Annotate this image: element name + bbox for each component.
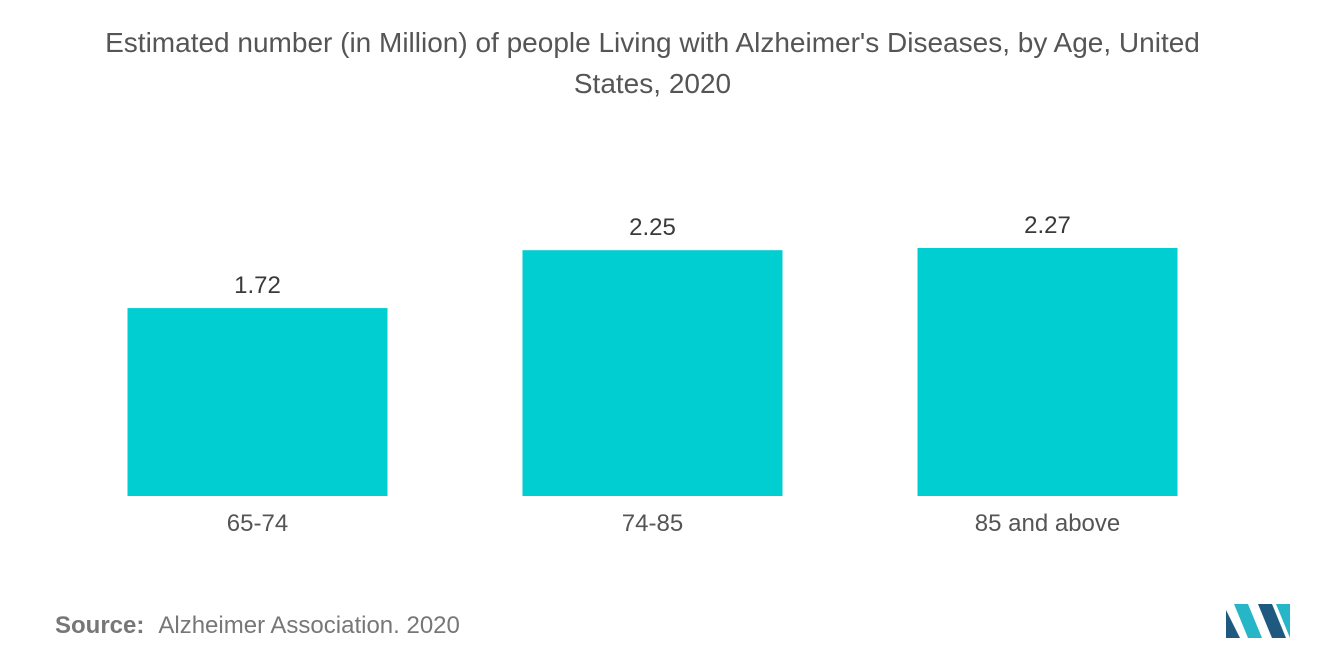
chart-title: Estimated number (in Million) of people …	[0, 22, 1305, 104]
data-label-85-and-above: 2.27	[1024, 212, 1071, 239]
brand-logo	[1226, 604, 1290, 638]
logo-left-stroke	[1226, 610, 1240, 638]
x-tick-label-74-85: 74-85	[622, 510, 683, 537]
chart-title-line-1: Estimated number (in Million) of people …	[105, 27, 1200, 58]
bar-85-and-above	[917, 248, 1178, 496]
x-tick-label-85-and-above: 85 and above	[975, 510, 1120, 537]
data-label-65-74: 1.72	[234, 272, 281, 299]
data-label-74-85: 2.25	[629, 214, 676, 241]
source-text: Alzheimer Association. 2020	[158, 612, 460, 639]
source-label: Source:	[55, 612, 145, 639]
chart-title-line-2: States, 2020	[573, 68, 732, 99]
x-tick-label-65-74: 65-74	[227, 510, 288, 537]
logo-end-stroke	[1276, 604, 1290, 638]
logo-right-stroke	[1258, 604, 1286, 638]
source-note: Source: Alzheimer Association. 2020	[55, 612, 460, 640]
bar-65-74	[127, 308, 388, 496]
logo-middle-stroke	[1234, 604, 1262, 638]
bar-74-85	[522, 250, 783, 496]
